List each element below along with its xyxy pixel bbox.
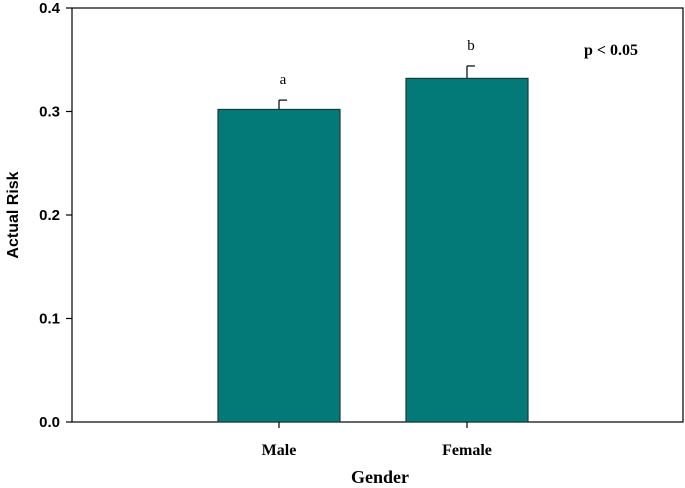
y-tick-label: 0.4 bbox=[39, 0, 61, 17]
bar-male bbox=[217, 108, 341, 423]
bars-layer: ab bbox=[217, 38, 529, 423]
y-tick-label: 0.1 bbox=[39, 311, 60, 328]
y-tick-label: 0.0 bbox=[39, 414, 60, 431]
x-axis: Male Female bbox=[262, 422, 492, 459]
plot-frame bbox=[71, 7, 684, 423]
y-tick-label: 0.3 bbox=[39, 104, 60, 121]
x-tick-label: Female bbox=[442, 442, 492, 459]
y-axis-title: Actual Risk bbox=[5, 171, 22, 258]
p-value-annotation: p < 0.05 bbox=[584, 42, 638, 59]
y-tick-label: 0.2 bbox=[39, 207, 60, 224]
significance-label: a bbox=[280, 72, 287, 88]
y-axis: 0.0 0.1 0.2 0.3 0.4 bbox=[39, 0, 72, 431]
plot-border bbox=[71, 7, 684, 423]
x-axis-title: Gender bbox=[351, 467, 409, 487]
x-tick-label: Male bbox=[262, 442, 297, 459]
significance-label: b bbox=[467, 38, 475, 54]
bar-female bbox=[405, 77, 529, 423]
